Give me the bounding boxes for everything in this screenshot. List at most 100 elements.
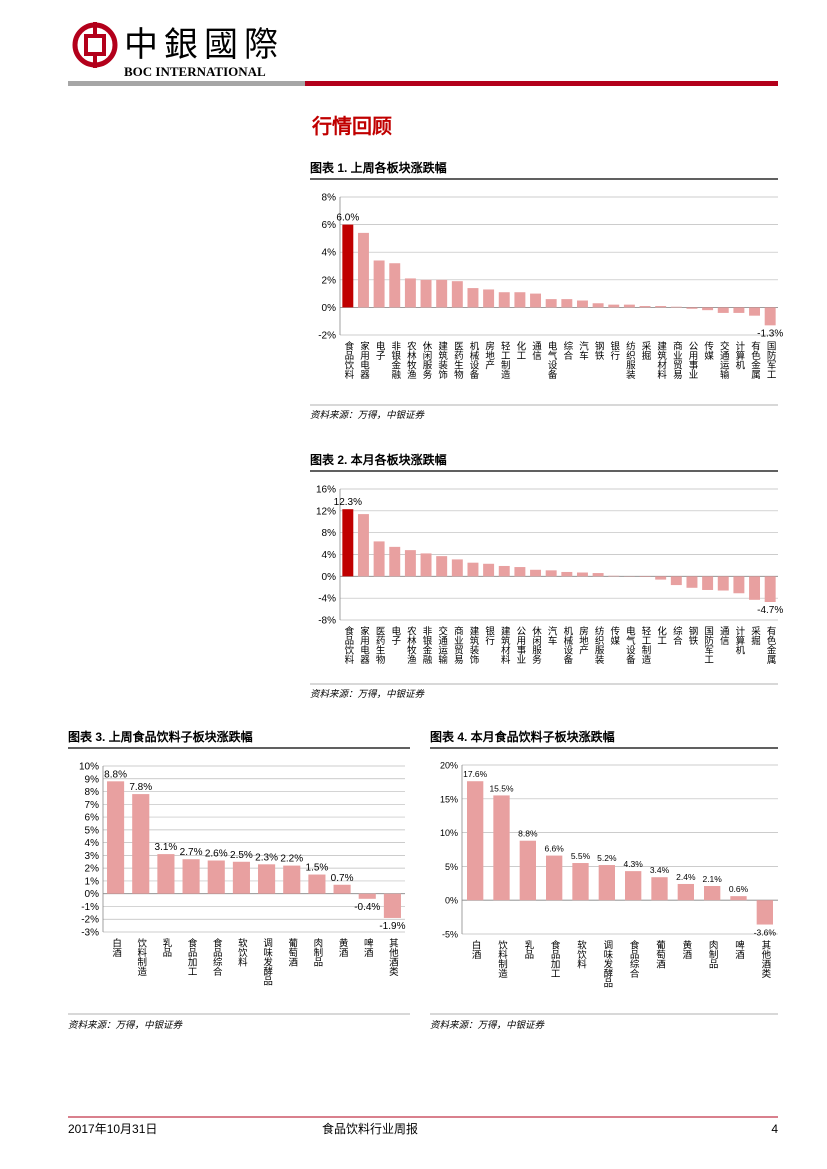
brand-cn: 中銀國際 <box>124 26 284 64</box>
x-tick-label: 化工 <box>514 340 526 360</box>
x-tick-label: 建筑装饰 <box>467 625 479 665</box>
data-label: -4.7% <box>757 605 783 616</box>
bar <box>389 546 401 577</box>
data-label: 0.7% <box>331 873 354 884</box>
bar <box>655 306 667 308</box>
x-tick-label: 钢铁 <box>686 625 698 646</box>
bar <box>420 279 432 308</box>
source: 资料来源：万得，中银证券 <box>430 1019 546 1031</box>
x-tick-label: 有色金属 <box>765 625 777 665</box>
bar <box>756 900 773 925</box>
bar <box>608 304 620 308</box>
data-label: 5.5% <box>571 851 591 861</box>
data-label: 12.3% <box>334 497 362 508</box>
bar <box>404 278 416 308</box>
data-label: 4.3% <box>623 859 643 869</box>
bar <box>592 303 604 308</box>
data-label: 15.5% <box>489 783 514 793</box>
data-label: 8.8% <box>104 769 127 780</box>
x-tick-label: 银行 <box>483 625 495 646</box>
bar <box>749 307 761 316</box>
data-label: 2.4% <box>676 872 696 882</box>
header-rule-red <box>305 81 778 86</box>
source: 资料来源：万得，中银证券 <box>310 409 426 421</box>
y-tick-label: 0% <box>322 572 337 583</box>
y-tick-label: 9% <box>85 774 100 785</box>
y-tick-label: 15% <box>440 794 458 804</box>
footer-date: 2017年10月31日 <box>68 1122 157 1136</box>
bar <box>357 514 369 577</box>
x-tick-label: 食品综合 <box>211 937 223 977</box>
x-tick-label: 白酒 <box>470 939 482 960</box>
x-tick-label: 纺织服装 <box>593 625 605 665</box>
x-tick-label: 轻工制造 <box>499 340 511 380</box>
source: 资料来源：万得，中银证券 <box>68 1019 184 1031</box>
bar <box>373 260 385 308</box>
bar <box>764 307 776 326</box>
x-tick-label: 食品饮料 <box>342 625 354 665</box>
data-label: -1.9% <box>379 921 405 932</box>
x-tick-label: 商业贸易 <box>671 340 683 380</box>
x-tick-label: 食品饮料 <box>342 340 354 380</box>
x-tick-label: 计算机 <box>733 340 745 370</box>
bar <box>451 559 463 577</box>
bar <box>107 781 125 894</box>
y-tick-label: 8% <box>322 193 337 204</box>
x-tick-label: 饮料制造 <box>496 939 508 979</box>
bar <box>483 563 495 577</box>
data-label: 17.6% <box>463 769 488 779</box>
y-tick-label: -8% <box>318 616 336 627</box>
source: 资料来源：万得，中银证券 <box>310 688 426 700</box>
x-tick-label: 公用事业 <box>686 341 698 379</box>
x-tick-label: 啤酒 <box>733 939 745 960</box>
x-tick-label: 通信 <box>530 341 542 361</box>
logo <box>72 22 118 68</box>
bar <box>207 860 225 894</box>
y-tick-label: 5% <box>85 825 100 836</box>
footer-report: 食品饮料行业周报 <box>322 1121 418 1136</box>
x-tick-label: 其他酒类 <box>387 938 399 977</box>
bar <box>498 565 510 577</box>
data-label: 6.6% <box>544 844 564 854</box>
bar <box>608 575 620 577</box>
bar <box>498 292 510 308</box>
x-tick-label: 交通运输 <box>436 625 448 665</box>
bar <box>283 865 301 894</box>
y-tick-label: -4% <box>318 594 336 605</box>
bar <box>561 571 573 577</box>
x-tick-label: 乳品 <box>160 937 172 958</box>
x-tick-label: 家用电器 <box>358 625 370 664</box>
x-tick-label: 机械设备 <box>467 340 479 380</box>
y-tick-label: 4% <box>322 550 337 561</box>
y-tick-label: 8% <box>85 787 100 798</box>
x-tick-label: 其他酒类 <box>759 940 771 979</box>
bar <box>483 289 495 308</box>
x-tick-label: 机械设备 <box>561 625 573 665</box>
x-tick-label: 采掘 <box>640 341 652 361</box>
x-tick-label: 商业贸易 <box>452 625 464 665</box>
bar <box>733 307 745 313</box>
x-tick-label: 调味发酵品 <box>261 938 273 986</box>
y-tick-label: 7% <box>85 800 100 811</box>
bar <box>730 896 747 901</box>
data-label: -1.3% <box>757 328 783 339</box>
bar <box>686 576 698 588</box>
data-label: 6.0% <box>336 213 359 224</box>
bar <box>717 307 729 313</box>
y-tick-label: 0% <box>85 889 100 900</box>
data-label: -3.6% <box>754 928 777 938</box>
x-tick-label: 电气设备 <box>546 340 558 380</box>
bar <box>358 893 376 899</box>
bar <box>451 281 463 308</box>
y-tick-label: 2% <box>85 864 100 875</box>
bar <box>357 232 369 308</box>
x-tick-label: 国防军工 <box>702 626 714 664</box>
x-tick-label: 休闲服务 <box>421 340 433 380</box>
y-tick-label: 4% <box>85 838 100 849</box>
y-tick-label: 0% <box>322 303 337 314</box>
bar <box>157 854 175 894</box>
x-tick-label: 黄酒 <box>680 939 692 960</box>
bar <box>519 840 536 901</box>
x-tick-label: 啤酒 <box>362 937 374 958</box>
